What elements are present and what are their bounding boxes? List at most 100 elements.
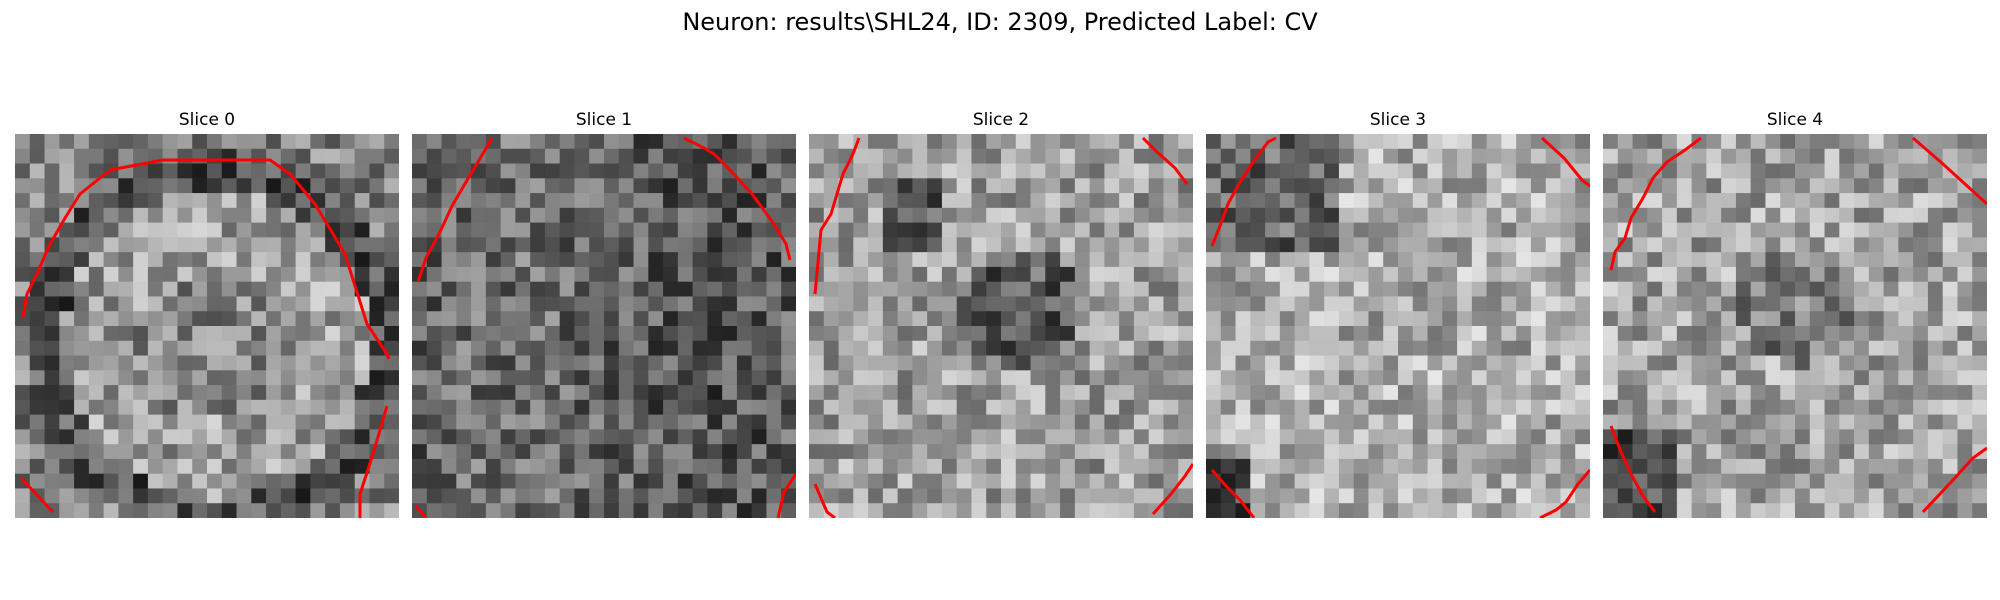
- pixel: [1353, 473, 1370, 490]
- pixel: [412, 385, 428, 401]
- pixel: [648, 414, 664, 430]
- pixel: [882, 503, 899, 518]
- pixel: [118, 340, 134, 357]
- pixel: [1220, 266, 1237, 283]
- pixel: [707, 266, 723, 283]
- pixel: [74, 429, 90, 445]
- pixel: [236, 148, 252, 165]
- pixel: [471, 488, 487, 504]
- pixel: [1265, 134, 1281, 150]
- pixel: [74, 163, 90, 179]
- pixel: [339, 458, 356, 475]
- pixel: [530, 222, 546, 238]
- pixel: [986, 193, 1002, 209]
- pixel: [1398, 178, 1414, 194]
- pixel: [1265, 281, 1281, 298]
- pixel: [677, 178, 694, 194]
- pixel: [736, 473, 753, 490]
- pixel: [1603, 222, 1619, 238]
- pixel: [663, 340, 679, 357]
- pixel: [456, 458, 472, 475]
- pixel: [809, 207, 825, 224]
- pixel: [663, 488, 679, 504]
- pixel: [1383, 281, 1399, 298]
- pixel: [897, 488, 913, 504]
- pixel: [882, 207, 899, 224]
- pixel: [1324, 178, 1340, 194]
- pixel: [1706, 429, 1722, 445]
- pixel: [823, 473, 840, 490]
- pixel: [1868, 385, 1885, 401]
- pixel: [1412, 340, 1429, 357]
- pixel: [471, 222, 487, 238]
- pixel: [1133, 355, 1150, 371]
- pixel: [1854, 429, 1870, 445]
- pixel: [677, 252, 694, 268]
- pixel: [1309, 178, 1325, 194]
- pixel: [1338, 429, 1355, 445]
- pixel: [927, 326, 943, 342]
- pixel: [251, 252, 267, 268]
- pixel: [1015, 503, 1032, 518]
- pixel: [604, 296, 620, 312]
- pixel: [1516, 326, 1532, 342]
- pixel: [633, 458, 649, 475]
- pixel: [692, 414, 708, 430]
- pixel: [1883, 163, 1899, 179]
- pixel: [722, 178, 738, 194]
- pixel: [809, 399, 825, 416]
- pixel: [1045, 429, 1061, 445]
- pixel: [74, 266, 90, 283]
- pixel: [1412, 370, 1429, 386]
- pixel: [1603, 488, 1619, 504]
- pixel: [1045, 134, 1061, 150]
- pixel: [471, 444, 487, 460]
- pixel: [1765, 473, 1781, 490]
- pixel: [1501, 134, 1517, 150]
- pixel: [441, 385, 457, 401]
- pixel: [766, 266, 782, 283]
- pixel: [1074, 488, 1091, 504]
- pixel: [604, 134, 620, 150]
- pixel: [384, 473, 399, 490]
- pixel: [147, 237, 164, 253]
- pixel: [1780, 222, 1796, 238]
- pixel: [1427, 326, 1443, 342]
- pixel: [177, 266, 193, 283]
- pixel: [1178, 399, 1193, 416]
- pixel: [147, 252, 164, 268]
- pixel: [1501, 370, 1517, 386]
- pixel: [927, 399, 943, 416]
- pixel: [1972, 266, 1987, 283]
- pixel: [1457, 458, 1473, 475]
- pixel: [956, 355, 973, 371]
- slice-title: Slice 4: [1766, 110, 1824, 130]
- pixel: [677, 503, 694, 518]
- pixel: [280, 281, 297, 298]
- pixel: [1516, 266, 1532, 283]
- pixel: [369, 134, 385, 150]
- pixel: [456, 134, 472, 150]
- pixel: [1324, 296, 1340, 312]
- pixel: [485, 207, 502, 224]
- pixel: [1530, 340, 1547, 357]
- pixel: [1603, 355, 1619, 371]
- pixel: [766, 414, 782, 430]
- pixel: [1104, 340, 1120, 357]
- pixel: [426, 252, 443, 268]
- pixel: [236, 222, 252, 238]
- pixel: [177, 458, 193, 475]
- pixel: [384, 134, 399, 150]
- pixel: [236, 340, 252, 357]
- pixel: [692, 458, 708, 475]
- pixel: [751, 281, 768, 298]
- pixel: [853, 281, 869, 298]
- pixel: [1045, 503, 1061, 518]
- pixel: [1383, 163, 1399, 179]
- pixel: [766, 340, 782, 357]
- pixel: [1178, 207, 1193, 224]
- pixel: [1486, 458, 1502, 475]
- pixel: [412, 222, 428, 238]
- pixel: [1530, 207, 1547, 224]
- pixel: [1854, 163, 1870, 179]
